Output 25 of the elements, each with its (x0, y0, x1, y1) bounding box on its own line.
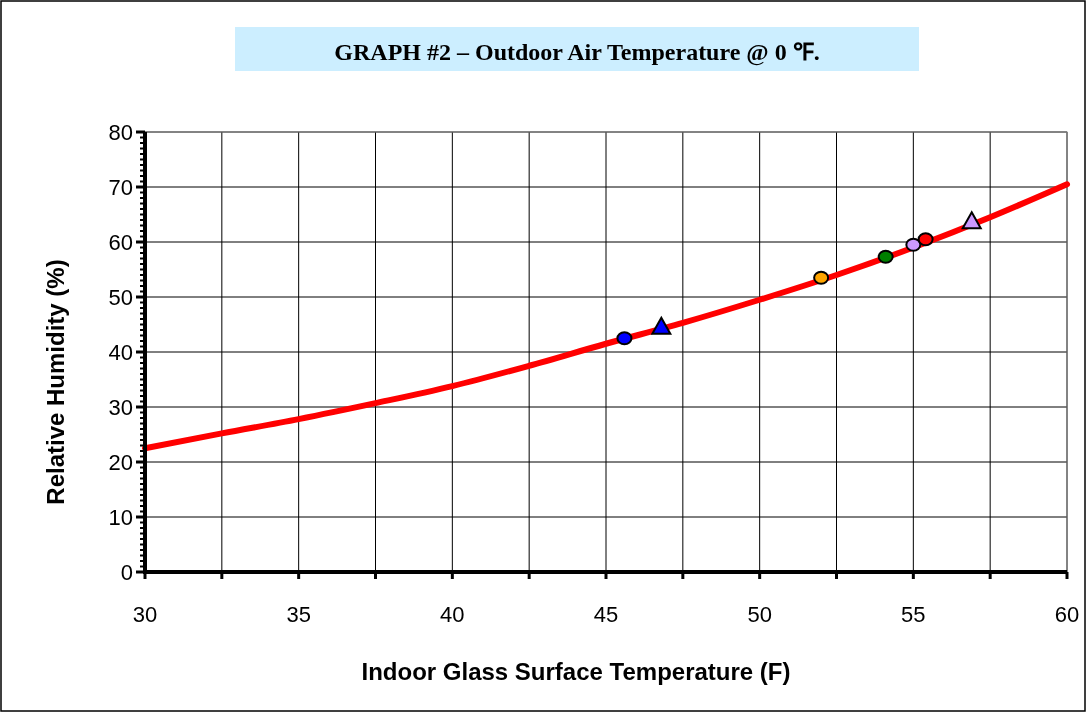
y-tick-label: 30 (108, 394, 133, 420)
y-tick-label: 20 (108, 449, 133, 475)
point (616, 331, 633, 346)
x-tick-label: 55 (901, 602, 926, 627)
x-tick-label: 50 (747, 602, 772, 627)
chart-title: GRAPH #2 – Outdoor Air Temperature @ 0 ℉. (334, 39, 820, 66)
x-tick-label: 35 (286, 602, 311, 627)
y-tick-label: 70 (108, 174, 133, 200)
point (917, 232, 934, 247)
x-axis-title: Indoor Glass Surface Temperature (F) (361, 658, 791, 685)
point (813, 270, 830, 285)
x-tick-label: 40 (440, 602, 465, 627)
y-tick-label: 40 (108, 339, 133, 365)
point (961, 211, 982, 230)
y-tick-label: 80 (108, 119, 133, 145)
y-tick-label: 0 (120, 559, 133, 585)
x-tick-label: 30 (132, 602, 158, 627)
point (877, 249, 894, 264)
x-tick-label: 45 (593, 602, 619, 627)
y-tick-label: 60 (108, 229, 133, 255)
y-tick-label: 10 (108, 504, 133, 530)
y-tick-label: 50 (108, 284, 133, 310)
x-tick-label: 60 (1054, 602, 1080, 627)
y-axis-title: Relative Humidity (%) (42, 259, 69, 505)
point (905, 237, 922, 252)
